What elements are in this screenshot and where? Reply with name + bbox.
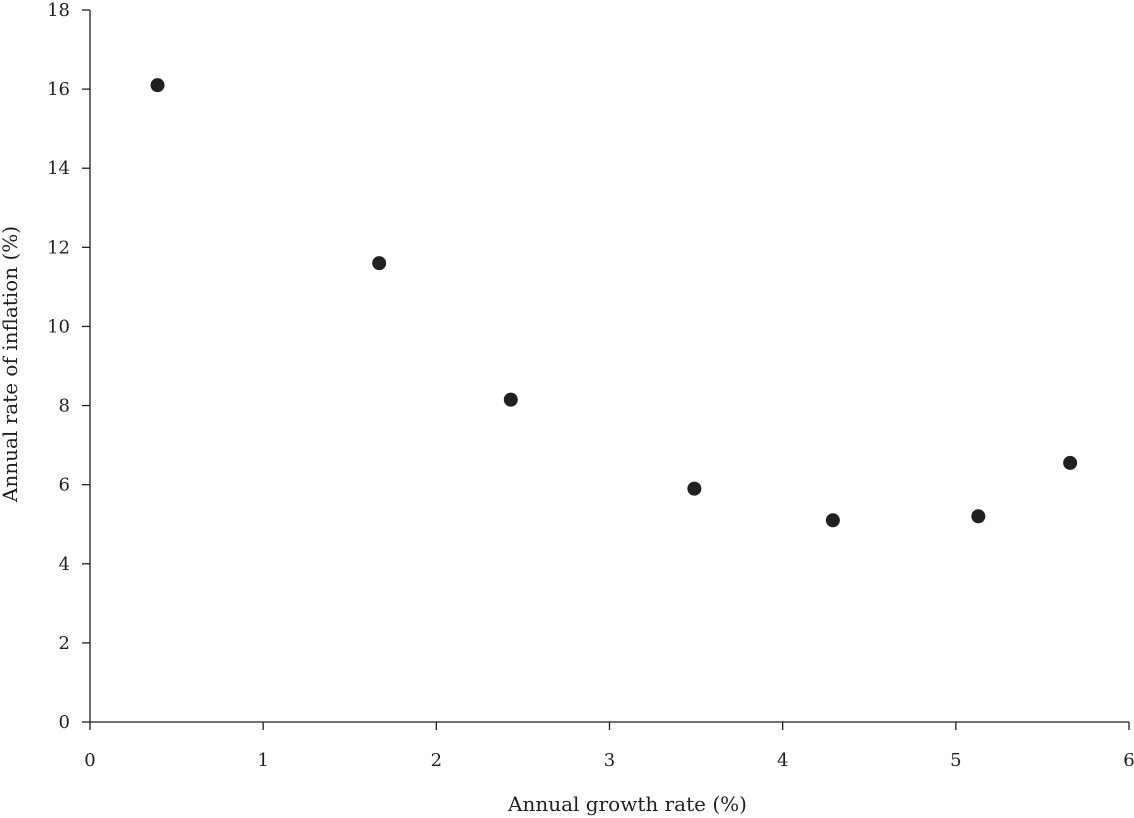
y-tick-label: 0 bbox=[59, 712, 70, 733]
y-tick-label: 8 bbox=[59, 396, 70, 417]
data-point bbox=[1063, 455, 1078, 470]
y-tick-label: 16 bbox=[47, 79, 70, 100]
x-axis-ticks: 0 1 2 3 4 5 6 bbox=[84, 722, 1134, 771]
x-tick-label: 3 bbox=[604, 750, 615, 771]
data-point bbox=[503, 392, 518, 407]
y-axis-title: Annual rate of inflation (%) bbox=[0, 226, 22, 503]
y-axis-ticks: 0 2 4 6 8 10 12 14 16 18 bbox=[47, 0, 90, 733]
y-tick-label: 6 bbox=[59, 475, 70, 496]
data-points bbox=[150, 78, 1078, 528]
data-point bbox=[372, 256, 387, 271]
data-point bbox=[150, 78, 165, 93]
x-tick-label: 0 bbox=[84, 750, 95, 771]
data-point bbox=[825, 513, 840, 528]
y-tick-label: 18 bbox=[47, 0, 70, 21]
x-tick-label: 5 bbox=[950, 750, 961, 771]
data-point bbox=[971, 509, 986, 524]
y-tick-label: 14 bbox=[47, 158, 70, 179]
x-tick-label: 4 bbox=[777, 750, 788, 771]
x-tick-label: 6 bbox=[1123, 750, 1134, 771]
data-point bbox=[687, 481, 702, 496]
x-axis-title: Annual growth rate (%) bbox=[507, 792, 747, 816]
y-tick-label: 10 bbox=[47, 316, 70, 337]
x-tick-label: 1 bbox=[257, 750, 268, 771]
y-tick-label: 4 bbox=[59, 554, 70, 575]
y-tick-label: 2 bbox=[59, 633, 70, 654]
x-tick-label: 2 bbox=[431, 750, 442, 771]
y-tick-label: 12 bbox=[47, 237, 70, 258]
